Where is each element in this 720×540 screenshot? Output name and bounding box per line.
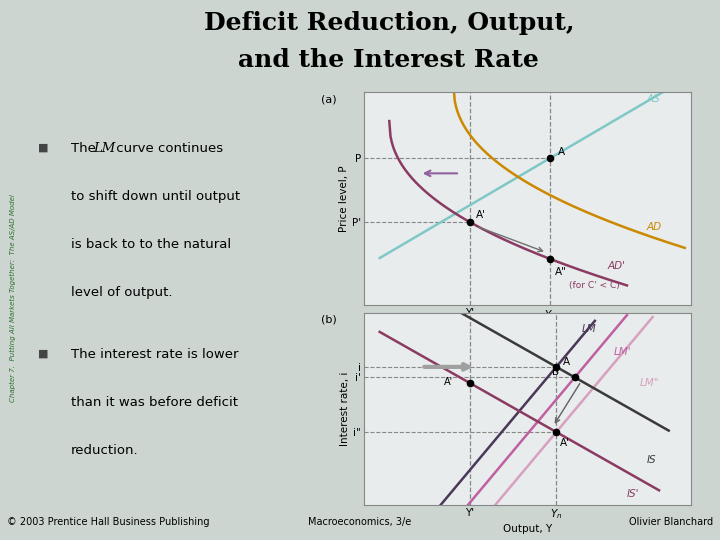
Text: AD: AD (647, 222, 662, 232)
X-axis label: Output, Y: Output, Y (503, 325, 552, 334)
Text: LM: LM (94, 142, 116, 155)
Text: LM": LM" (640, 378, 660, 388)
Text: A': A' (476, 210, 486, 220)
Text: A: A (563, 357, 570, 367)
Text: The: The (71, 142, 100, 155)
Text: A': A' (559, 438, 570, 448)
Text: Deficit Reduction, Output,: Deficit Reduction, Output, (204, 11, 574, 36)
Text: © 2003 Prentice Hall Business Publishing: © 2003 Prentice Hall Business Publishing (7, 517, 210, 528)
Text: A": A" (554, 267, 567, 276)
Text: LM': LM' (614, 347, 631, 357)
X-axis label: Output, Y: Output, Y (503, 524, 552, 534)
Text: Chapter 7.  Putting All Markets Together:  The AS/AD Model: Chapter 7. Putting All Markets Together:… (9, 194, 16, 402)
Text: curve continues: curve continues (112, 142, 223, 155)
Text: A: A (558, 147, 565, 157)
Text: reduction.: reduction. (71, 444, 139, 457)
Text: level of output.: level of output. (71, 286, 173, 299)
Text: LM: LM (582, 325, 597, 334)
Text: IS': IS' (627, 489, 639, 500)
Text: Olivier Blanchard: Olivier Blanchard (629, 517, 713, 528)
Text: The interest rate is lower: The interest rate is lower (71, 348, 238, 361)
Text: IS: IS (647, 455, 656, 465)
Text: (a): (a) (321, 94, 337, 104)
Text: A': A' (444, 377, 453, 387)
Text: (for C' < C): (for C' < C) (569, 281, 620, 291)
Text: Macroeconomics, 3/e: Macroeconomics, 3/e (308, 517, 412, 528)
Text: and the Interest Rate: and the Interest Rate (238, 48, 539, 72)
Text: than it was before deficit: than it was before deficit (71, 396, 238, 409)
Text: B: B (552, 367, 559, 377)
Y-axis label: Interest rate, i: Interest rate, i (341, 372, 351, 446)
Text: ■: ■ (38, 348, 49, 359)
Text: ■: ■ (38, 142, 49, 152)
Text: AD': AD' (608, 260, 626, 271)
Text: (b): (b) (321, 315, 337, 325)
Text: AS: AS (647, 94, 660, 104)
Text: to shift down until output: to shift down until output (71, 190, 240, 203)
Y-axis label: Price level, P: Price level, P (339, 165, 349, 232)
Text: is back to to the natural: is back to to the natural (71, 238, 231, 251)
